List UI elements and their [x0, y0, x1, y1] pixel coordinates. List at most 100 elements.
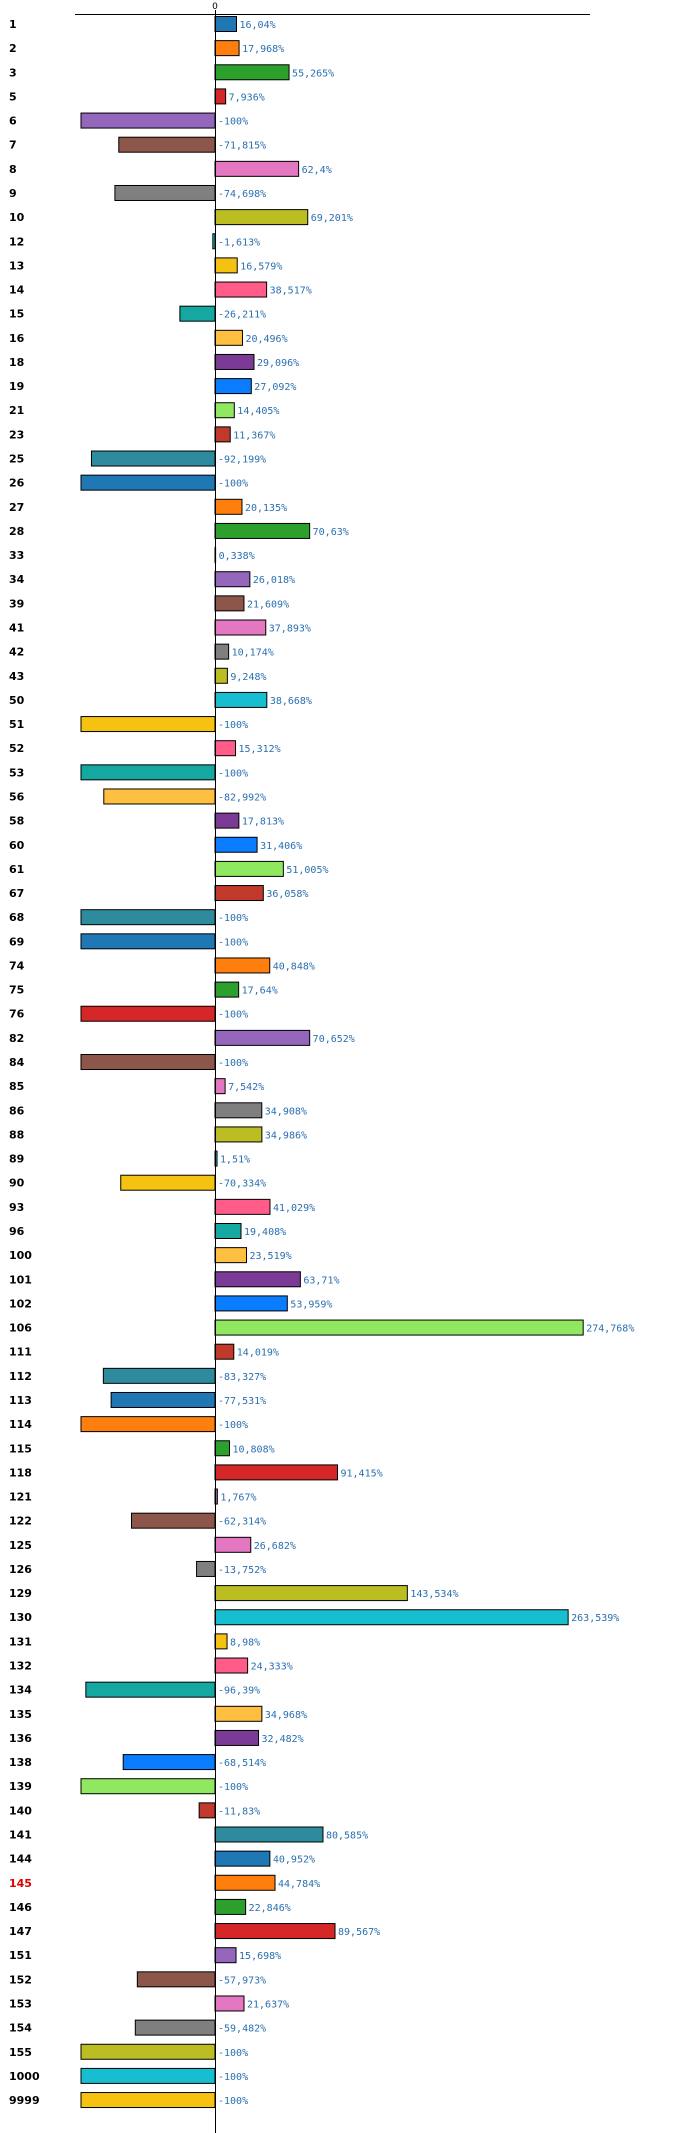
bar-132	[214, 1657, 249, 1674]
value-label-18: 29,096%	[257, 358, 299, 369]
value-label-76: -100%	[218, 1010, 248, 1021]
bar-154	[134, 2019, 216, 2036]
category-label-76: 76	[9, 1008, 25, 1021]
value-label-33: 0,338%	[219, 551, 255, 562]
bar-42	[214, 643, 230, 660]
value-label-60: 31,406%	[260, 841, 302, 852]
value-label-132: 24,333%	[251, 1662, 293, 1673]
value-label-130: 263,539%	[571, 1613, 619, 1624]
value-label-68: -100%	[218, 913, 248, 924]
bar-7	[118, 136, 216, 153]
value-label-69: -100%	[218, 937, 248, 948]
bar-84	[80, 1054, 216, 1071]
category-label-114: 114	[9, 1418, 32, 1431]
value-label-147: 89,567%	[338, 1927, 380, 1938]
value-label-61: 51,005%	[286, 865, 328, 876]
category-label-1: 1	[9, 18, 17, 31]
category-label-12: 12	[9, 235, 24, 248]
labels-layer: 1 16,04% 2 17,968% 3 55,265% 5 7,936% 6 -100% 7 -71…	[9, 18, 634, 2107]
value-label-136: 32,482%	[262, 1734, 304, 1745]
value-label-118: 91,415%	[340, 1468, 382, 1479]
bar-90	[120, 1174, 216, 1191]
bar-122	[130, 1512, 216, 1529]
category-label-69: 69	[9, 935, 24, 948]
bar-93	[214, 1198, 271, 1215]
bar-155	[80, 2043, 216, 2060]
bar-112	[102, 1367, 216, 1384]
value-label-2: 17,968%	[242, 44, 284, 55]
category-label-129: 129	[9, 1587, 32, 1600]
value-label-115: 10,808%	[232, 1444, 274, 1455]
category-label-140: 140	[9, 1804, 32, 1817]
value-label-14: 38,517%	[270, 286, 312, 297]
value-label-9999: -100%	[218, 2096, 248, 2107]
category-label-118: 118	[9, 1466, 32, 1479]
category-label-121: 121	[9, 1491, 32, 1504]
bar-25	[90, 450, 216, 467]
category-label-136: 136	[9, 1732, 32, 1745]
category-label-51: 51	[9, 718, 24, 731]
category-label-41: 41	[9, 622, 24, 635]
bar-86	[214, 1102, 263, 1119]
value-label-144: 40,952%	[273, 1855, 315, 1866]
value-label-141: 80,585%	[326, 1831, 368, 1842]
category-label-111: 111	[9, 1346, 32, 1359]
category-label-61: 61	[9, 863, 24, 876]
bar-21	[214, 402, 235, 419]
bar-14	[214, 281, 268, 298]
bar-50	[214, 691, 268, 708]
bar-126	[196, 1560, 216, 1577]
value-label-85: 7,542%	[228, 1082, 264, 1093]
category-label-122: 122	[9, 1515, 32, 1528]
category-label-3: 3	[9, 66, 17, 79]
bar-56	[103, 788, 216, 805]
category-label-2: 2	[9, 42, 17, 55]
bar-145	[214, 1874, 276, 1891]
bar-2	[214, 40, 240, 57]
value-label-134: -96,39%	[218, 1686, 260, 1697]
bar-15	[179, 305, 216, 322]
category-label-85: 85	[9, 1080, 24, 1093]
value-label-25: -92,199%	[218, 455, 266, 466]
bar-101	[214, 1271, 301, 1288]
value-label-125: 26,682%	[254, 1541, 296, 1552]
value-label-7: -71,815%	[218, 141, 266, 152]
category-label-112: 112	[9, 1370, 32, 1383]
value-label-3: 55,265%	[292, 68, 334, 79]
bar-27	[214, 498, 243, 515]
category-label-146: 146	[9, 1901, 32, 1914]
bar-130	[214, 1609, 569, 1626]
value-label-140: -11,83%	[218, 1806, 260, 1817]
category-label-153: 153	[9, 1997, 32, 2010]
bar-147	[214, 1923, 336, 1940]
value-label-139: -100%	[218, 1782, 248, 1793]
bar-111	[214, 1343, 235, 1360]
value-label-126: -13,752%	[218, 1565, 266, 1576]
bar-113	[110, 1391, 216, 1408]
bar-9	[114, 184, 216, 201]
value-label-135: 34,968%	[265, 1710, 307, 1721]
category-label-93: 93	[9, 1201, 24, 1214]
value-label-28: 70,63%	[313, 527, 349, 538]
bar-41	[214, 619, 267, 636]
category-label-84: 84	[9, 1056, 25, 1069]
value-label-58: 17,813%	[242, 817, 284, 828]
category-label-113: 113	[9, 1394, 32, 1407]
category-label-28: 28	[9, 525, 24, 538]
value-label-56: -82,992%	[218, 792, 266, 803]
value-label-42: 10,174%	[232, 648, 274, 659]
category-label-18: 18	[9, 356, 24, 369]
category-label-102: 102	[9, 1297, 32, 1310]
bar-1000	[80, 2067, 216, 2084]
bar-9999	[80, 2092, 216, 2109]
category-label-82: 82	[9, 1032, 24, 1045]
bar-125	[214, 1536, 252, 1553]
value-label-154: -59,482%	[218, 2024, 266, 2035]
category-label-19: 19	[9, 380, 24, 393]
value-label-113: -77,531%	[218, 1396, 266, 1407]
bar-85	[214, 1078, 226, 1095]
bar-28	[214, 522, 311, 539]
bar-102	[214, 1295, 288, 1312]
category-label-101: 101	[9, 1273, 32, 1286]
